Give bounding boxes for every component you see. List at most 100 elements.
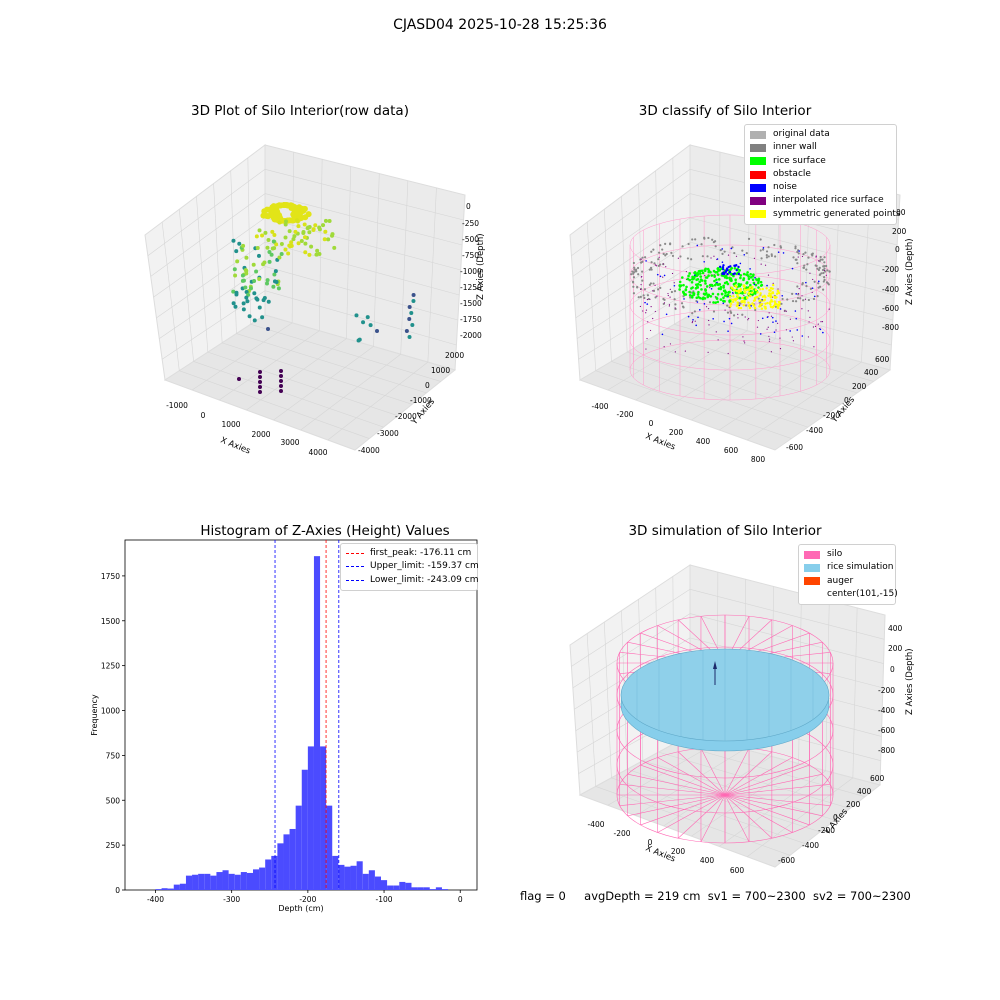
legend-item: center(101,-15) <box>804 588 898 601</box>
wall-point <box>679 255 682 258</box>
symmetric-point <box>748 286 752 289</box>
data-point <box>274 242 279 247</box>
wall-point <box>641 256 644 259</box>
rice-point <box>712 269 716 273</box>
x-tick: 2000 <box>251 430 270 439</box>
wall-point <box>652 282 655 285</box>
rice-point <box>702 296 705 299</box>
histogram-bar <box>374 876 381 890</box>
interpolated-point <box>685 270 687 273</box>
legend-item: rice surface <box>750 155 891 168</box>
wall-point <box>637 296 640 299</box>
wall-point <box>646 294 650 297</box>
histogram-bar <box>283 834 290 890</box>
symmetric-point <box>769 296 772 299</box>
noise-point <box>773 331 776 333</box>
data-point <box>289 217 296 224</box>
interpolated-point <box>715 331 717 333</box>
data-point <box>244 295 249 300</box>
data-point <box>248 286 253 291</box>
interpolated-point <box>684 350 686 352</box>
symmetric-point <box>758 294 761 297</box>
x-tick-label: -300 <box>223 895 240 904</box>
data-point <box>301 230 306 235</box>
data-point <box>241 307 246 312</box>
data-point <box>254 269 259 274</box>
data-point <box>277 255 282 260</box>
data-point <box>365 315 370 320</box>
noise-point <box>731 291 734 294</box>
wall-point <box>731 246 734 249</box>
interpolated-point <box>640 258 642 260</box>
symmetric-point <box>775 296 778 299</box>
data-point <box>267 249 272 254</box>
rice-point <box>734 281 738 284</box>
wall-point <box>707 236 710 240</box>
data-point <box>232 267 237 272</box>
wall-point <box>767 246 770 249</box>
rice-point <box>681 276 684 279</box>
data-point <box>254 234 259 239</box>
rice-point <box>739 283 743 286</box>
rice-point <box>699 272 702 275</box>
data-point <box>231 301 236 306</box>
data-point <box>257 228 262 233</box>
rice-simulation-surface <box>620 648 830 752</box>
wall-point <box>673 290 677 293</box>
noise-point <box>722 264 725 267</box>
noise-point <box>817 280 820 283</box>
histogram-bar <box>289 828 296 890</box>
z-tick: -600 <box>882 304 899 313</box>
rice-point <box>716 292 720 296</box>
data-point <box>271 284 276 289</box>
data-point <box>261 298 266 303</box>
rice-point <box>717 278 721 281</box>
noise-point <box>721 266 725 269</box>
data-point <box>293 229 298 234</box>
symmetric-point <box>751 287 754 290</box>
legend-swatch <box>804 591 820 599</box>
symmetric-point <box>747 301 750 304</box>
data-point <box>231 238 236 243</box>
histogram-bar <box>228 873 235 890</box>
symmetric-point <box>751 302 754 305</box>
interpolated-point <box>772 282 774 284</box>
wall-point <box>689 296 692 299</box>
noise-point <box>712 317 714 320</box>
interpolated-point <box>797 293 800 295</box>
z-tick: -200 <box>878 686 895 695</box>
noise-point <box>656 273 659 276</box>
rice-point <box>722 299 725 303</box>
wall-point <box>639 261 643 264</box>
symmetric-point <box>778 301 781 304</box>
symmetric-point <box>753 306 757 310</box>
histogram-bar <box>167 888 174 890</box>
noise-point <box>743 253 746 256</box>
legend-swatch <box>750 197 766 206</box>
rice-point <box>696 282 700 286</box>
data-point <box>302 235 307 240</box>
interpolated-point <box>785 310 787 312</box>
y-axis-label: Frequency <box>90 694 99 736</box>
interpolated-point <box>674 351 676 353</box>
symmetric-point <box>732 288 736 292</box>
data-point <box>411 299 416 303</box>
data-point <box>233 273 238 278</box>
legend-swatch <box>750 130 766 139</box>
legend-item: silo <box>804 548 890 561</box>
wall-point <box>802 266 806 269</box>
wall-point <box>641 279 644 282</box>
symmetric-point <box>735 289 739 293</box>
z-tick: 0 <box>466 202 471 211</box>
z-tick: -200 <box>882 265 899 274</box>
wall-point <box>812 297 816 301</box>
data-point <box>241 278 246 283</box>
wall-point <box>686 257 690 260</box>
data-point <box>409 311 414 315</box>
wall-point <box>770 254 773 258</box>
interpolated-point <box>663 346 665 348</box>
interpolated-point <box>791 336 793 338</box>
noise-point <box>727 265 730 269</box>
wall-point <box>723 250 726 253</box>
data-point <box>252 278 257 283</box>
